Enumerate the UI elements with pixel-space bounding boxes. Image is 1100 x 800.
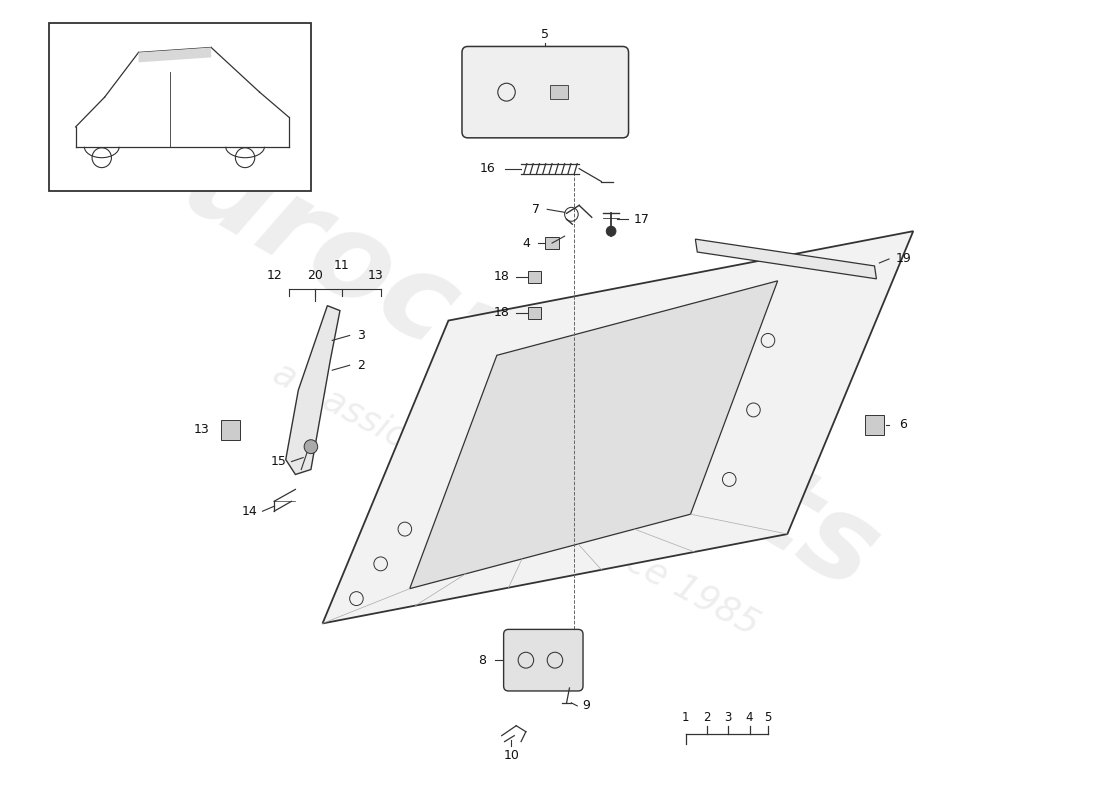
- Text: 13: 13: [367, 270, 384, 282]
- Text: 2: 2: [358, 358, 365, 372]
- Text: 18: 18: [494, 270, 509, 283]
- Text: 3: 3: [358, 329, 365, 342]
- Bar: [221, 420, 240, 440]
- Text: 12: 12: [266, 270, 282, 282]
- Text: eurocarparts: eurocarparts: [96, 86, 898, 615]
- Text: 10: 10: [504, 749, 519, 762]
- Text: 14: 14: [242, 505, 257, 518]
- Bar: [550, 86, 568, 99]
- Text: 5: 5: [541, 28, 549, 41]
- Text: 17: 17: [635, 213, 650, 226]
- Text: 5: 5: [764, 711, 772, 724]
- Bar: [50, 22, 311, 191]
- Text: 4: 4: [746, 711, 754, 724]
- Text: 1: 1: [682, 711, 690, 724]
- Polygon shape: [695, 239, 877, 279]
- Text: 20: 20: [307, 270, 322, 282]
- Circle shape: [304, 440, 318, 454]
- Text: 4: 4: [522, 237, 530, 250]
- Polygon shape: [139, 47, 211, 62]
- Text: 3: 3: [725, 711, 732, 724]
- FancyBboxPatch shape: [504, 630, 583, 691]
- Bar: [528, 306, 541, 318]
- Text: 18: 18: [494, 306, 509, 319]
- Text: 19: 19: [895, 253, 912, 266]
- FancyBboxPatch shape: [462, 46, 628, 138]
- Text: 2: 2: [703, 711, 711, 724]
- Text: 9: 9: [582, 699, 590, 712]
- Text: 15: 15: [271, 455, 287, 468]
- Polygon shape: [286, 306, 340, 474]
- Text: 6: 6: [900, 418, 908, 431]
- Text: 13: 13: [194, 423, 209, 436]
- Polygon shape: [409, 281, 778, 589]
- FancyBboxPatch shape: [865, 415, 884, 434]
- Text: 8: 8: [478, 654, 486, 666]
- Text: a passion for parts since 1985: a passion for parts since 1985: [267, 356, 766, 642]
- FancyBboxPatch shape: [546, 237, 559, 249]
- Polygon shape: [322, 231, 913, 623]
- Circle shape: [606, 226, 616, 236]
- Text: 16: 16: [480, 162, 495, 175]
- Bar: [528, 271, 541, 283]
- Text: 11: 11: [334, 259, 350, 273]
- Text: 7: 7: [531, 203, 540, 216]
